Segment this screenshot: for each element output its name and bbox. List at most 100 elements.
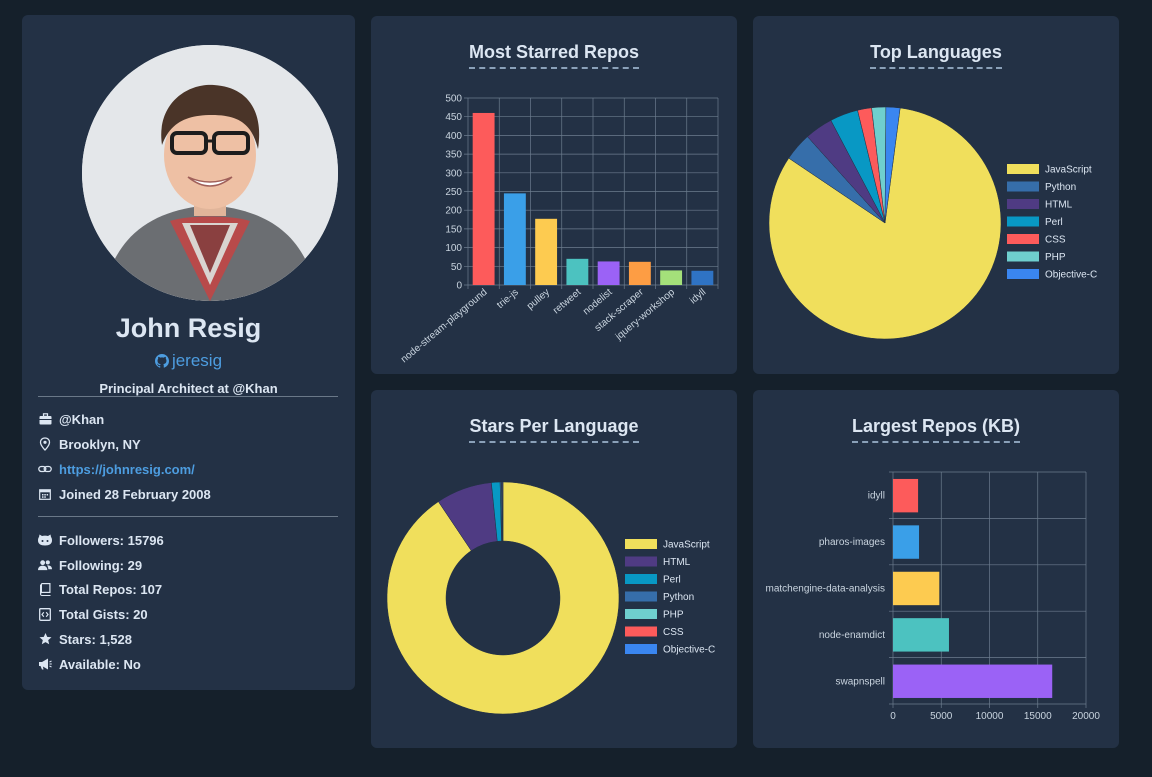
bar-jquery-workshop [660,270,683,285]
user-login-text[interactable]: jeresig [171,351,223,370]
y-tick-label: 450 [445,112,462,123]
bar-idyll [691,270,714,285]
legend-swatch [1007,251,1039,262]
user-name: John Resig [115,313,262,343]
gists-text: Total Gists: 20 [59,606,148,622]
followers-text: Followers: 15796 [59,532,164,548]
legend-swatch [1007,199,1039,209]
chart-card-most-starred: Most Starred Repos 0 50 100 150 200 250 300 350… [371,16,737,374]
legend-label: HTML [1045,200,1073,211]
pie-chart-top-languages: JavaScript Python HTML Perl CSS PHP Objective-… [768,106,1097,340]
legend-label: Python [1045,182,1076,193]
github-icon [154,353,169,373]
legend-label: JavaScript [663,540,710,551]
legend-swatch [1007,234,1039,244]
star-icon [38,632,52,646]
legend-label: Objective-C [1045,270,1097,281]
x-tick-label: pulley [525,287,552,312]
info-blog[interactable]: https://johnresig.com/ [38,459,195,479]
y-tick-label: 500 [445,94,462,105]
chart-title: Largest Repos (KB) [753,416,1119,443]
info-stars: Stars: 1,528 [38,629,132,649]
info-following: Following: 29 [38,555,142,575]
y-tick-label: swapnspell [836,676,885,687]
y-tick-label: 100 [445,243,462,254]
pie-slice-objective-c [884,106,901,224]
users-icon [38,558,52,572]
y-tick-label: node-enamdict [819,630,885,641]
pie-slice-javascript [768,107,1002,340]
following-text: Following: 29 [59,557,143,573]
bar-trie-js [503,193,526,285]
chart-title: Stars Per Language [371,416,737,443]
info-company: @Khan [38,409,104,429]
stars-text: Stars: 1,528 [59,631,132,647]
x-tick-label: 10000 [976,711,1004,722]
y-tick-label: 150 [445,224,462,235]
x-tick-label: idyll [688,287,708,307]
legend-swatch [625,609,657,619]
info-followers: Followers: 15796 [38,530,164,550]
link-icon [38,462,52,476]
info-joined: Joined 28 February 2008 [38,484,211,504]
megaphone-icon [38,657,52,671]
doughnut-chart-stars-per-language: JavaScript HTML Perl Python PHP CSS Objective-… [386,481,715,715]
bar-idyll [893,478,919,513]
briefcase-icon [38,412,52,426]
legend-swatch [625,591,657,602]
legend-label: PHP [1045,252,1066,263]
x-tick-label: 20000 [1072,711,1100,722]
legend-swatch [625,539,657,549]
y-tick-label: matchengine-data-analysis [765,584,885,595]
info-available: Available: No [38,654,141,674]
hbar-chart-largest-repos: 0 5000 10000 15000 20000 idyll pharos-images ma… [765,471,1100,722]
y-tick-label: 200 [445,206,462,217]
legend-swatch [625,644,657,654]
info-repos: Total Repos: 107 [38,579,162,599]
legend-swatch [625,626,657,637]
x-tick-label: trie-js [495,287,521,311]
calendar-icon [38,487,52,501]
x-tick-label: 0 [890,711,896,722]
bar-pharos-images [893,525,920,559]
y-tick-label: 250 [445,187,462,198]
doughnut-slice-objective-c [502,481,504,542]
bar-nodelist [597,261,620,285]
available-text: Available: No [59,656,141,672]
legend-label: Perl [663,575,681,586]
repo-book-icon [38,582,52,596]
x-tick-label: node-stream-playground [399,287,490,365]
doughnut-slice-javascript [386,481,620,715]
avatar [82,45,338,301]
legend-label: Perl [1045,217,1063,228]
blog-link[interactable]: https://johnresig.com/ [59,461,195,477]
joined-text: Joined 28 February 2008 [59,486,211,502]
bar-swapnspell [893,664,1053,698]
profile-card: John Resig jeresig Principal Architect a… [22,15,355,690]
y-tick-label: 350 [445,150,462,161]
location-text: Brooklyn, NY [59,436,141,452]
y-tick-label: idyll [868,491,885,502]
chart-card-top-languages: Top Languages JavaScript Python HTML Perl CS… [753,16,1119,374]
legend-swatch [1007,164,1039,174]
user-login-link[interactable]: jeresig [22,351,355,373]
legend-label: HTML [663,557,691,568]
chart-title: Most Starred Repos [371,42,737,69]
y-tick-label: 50 [451,262,463,273]
user-bio: Principal Architect at @Khan [99,381,278,396]
legend-swatch [1007,181,1039,192]
repos-text: Total Repos: 107 [59,581,163,597]
code-file-icon [38,607,52,621]
map-pin-icon [38,437,52,451]
github-cat-icon [38,533,52,547]
legend-label: PHP [663,610,684,621]
y-tick-label: 0 [456,281,462,292]
bar-retweet [566,258,589,285]
bar-node-stream-playground [472,112,495,286]
company-text: @Khan [59,411,105,427]
info-gists: Total Gists: 20 [38,604,148,624]
x-tick-label: 5000 [930,711,953,722]
legend-swatch [1007,216,1039,227]
chart-title: Top Languages [753,42,1119,69]
legend-swatch [625,574,657,584]
